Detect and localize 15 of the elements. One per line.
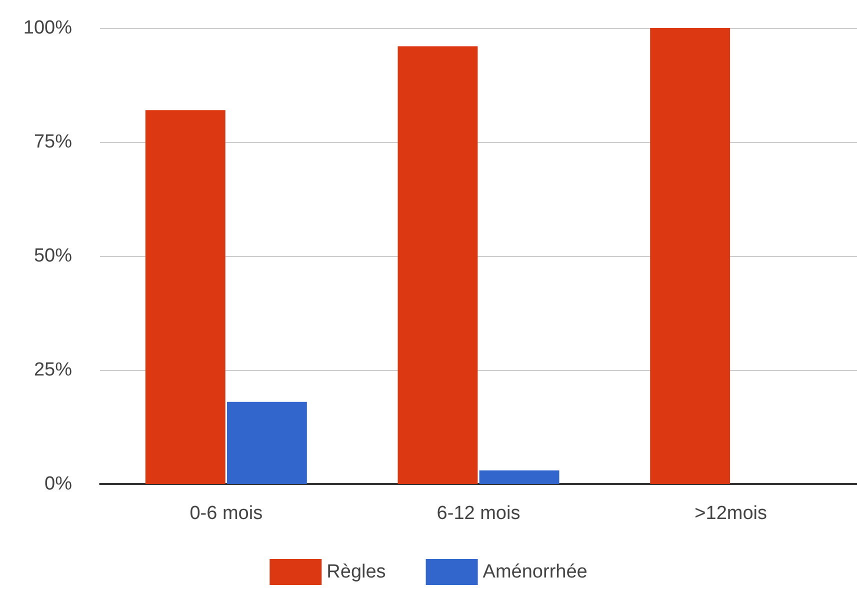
- y-tick-label: 0%: [44, 474, 72, 494]
- bar: [226, 402, 307, 484]
- legend-label: Règles: [326, 562, 386, 582]
- bar: [479, 470, 560, 484]
- bar: [650, 28, 730, 484]
- y-tick-label: 75%: [34, 132, 72, 152]
- x-tick-label: 0-6 mois: [190, 503, 263, 524]
- x-tick-label: 6-12 mois: [436, 503, 520, 524]
- bar: [398, 46, 478, 484]
- y-tick-label: 50%: [34, 246, 72, 266]
- y-tick-label: 100%: [23, 18, 72, 38]
- y-tick-label: 25%: [34, 360, 72, 380]
- x-tick-label: >12mois: [694, 503, 768, 524]
- bar: [145, 110, 226, 484]
- legend-label: Aménorrhée: [482, 562, 588, 582]
